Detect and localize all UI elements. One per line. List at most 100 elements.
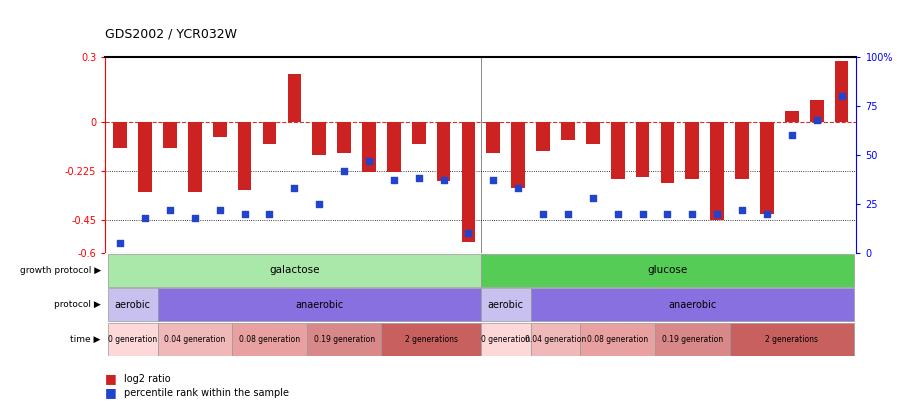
Text: 0.19 generation: 0.19 generation [313,335,375,344]
Text: anaerobic: anaerobic [295,300,344,310]
Text: 2 generations: 2 generations [405,335,458,344]
Text: 0.04 generation: 0.04 generation [164,335,225,344]
Text: ■: ■ [105,372,117,385]
Bar [158,288,481,321]
Text: 0.04 generation: 0.04 generation [525,335,586,344]
Point [486,177,501,184]
Bar [288,74,301,122]
Text: protocol ▶: protocol ▶ [54,300,101,309]
Bar [312,122,326,155]
Point [810,116,824,123]
Bar [530,288,854,321]
Text: GDS2002 / YCR032W: GDS2002 / YCR032W [105,28,237,41]
Text: 0.08 generation: 0.08 generation [239,335,300,344]
Point [561,211,575,217]
Point [436,177,451,184]
Text: percentile rank within the sample: percentile rank within the sample [124,388,289,398]
Point [685,211,700,217]
Point [262,211,277,217]
Text: 0 generation: 0 generation [108,335,158,344]
Point [287,185,301,192]
Bar [462,122,475,242]
Text: log2 ratio: log2 ratio [124,374,170,384]
Bar [437,122,451,181]
Text: 0.08 generation: 0.08 generation [587,335,649,344]
Bar [163,122,177,148]
Bar [511,122,525,188]
Point [759,211,774,217]
Bar [562,122,575,140]
Point [710,211,725,217]
Bar [387,122,400,173]
Text: time ▶: time ▶ [71,335,101,344]
Bar [486,122,500,153]
Point [511,185,526,192]
Point [337,167,352,174]
Bar [158,323,232,356]
Point [188,215,202,221]
Bar [188,122,202,192]
Point [461,230,475,237]
Text: 0.19 generation: 0.19 generation [661,335,723,344]
Bar [213,122,226,137]
Point [312,201,327,207]
Point [137,215,152,221]
Bar [307,323,381,356]
Point [784,132,799,139]
Bar [760,122,774,214]
Point [585,195,600,201]
Text: anaerobic: anaerobic [668,300,716,310]
Text: aerobic: aerobic [488,300,524,310]
Point [362,158,376,164]
Bar [138,122,152,192]
Point [237,211,252,217]
Bar [238,122,252,190]
Bar [108,254,481,287]
Bar [730,323,854,356]
Point [113,240,127,247]
Point [635,211,649,217]
Bar [481,323,530,356]
Text: growth protocol ▶: growth protocol ▶ [19,266,101,275]
Text: galactose: galactose [269,265,320,275]
Text: aerobic: aerobic [114,300,151,310]
Text: glucose: glucose [648,265,688,275]
Text: 0 generation: 0 generation [481,335,530,344]
Bar [412,122,426,144]
Bar [834,61,848,122]
Bar [710,122,724,220]
Text: ■: ■ [105,386,117,399]
Point [411,175,426,182]
Bar [611,122,625,179]
Point [834,93,849,99]
Bar [263,122,277,144]
Point [163,207,178,213]
Bar [232,323,307,356]
Bar [362,122,376,173]
Bar [114,122,127,148]
Bar [536,122,550,151]
Bar [108,323,158,356]
Point [735,207,749,213]
Bar [586,122,600,144]
Point [610,211,625,217]
Bar [108,288,158,321]
Text: 2 generations: 2 generations [765,335,818,344]
Bar [736,122,749,179]
Bar [810,100,823,122]
Bar [481,288,530,321]
Bar [785,111,799,122]
Bar [685,122,699,179]
Bar [581,323,655,356]
Bar [481,254,854,287]
Point [660,211,675,217]
Point [536,211,551,217]
Bar [530,323,581,356]
Bar [655,323,730,356]
Point [387,177,401,184]
Bar [381,323,481,356]
Point [213,207,227,213]
Bar [337,122,351,153]
Bar [660,122,674,183]
Bar [636,122,649,177]
